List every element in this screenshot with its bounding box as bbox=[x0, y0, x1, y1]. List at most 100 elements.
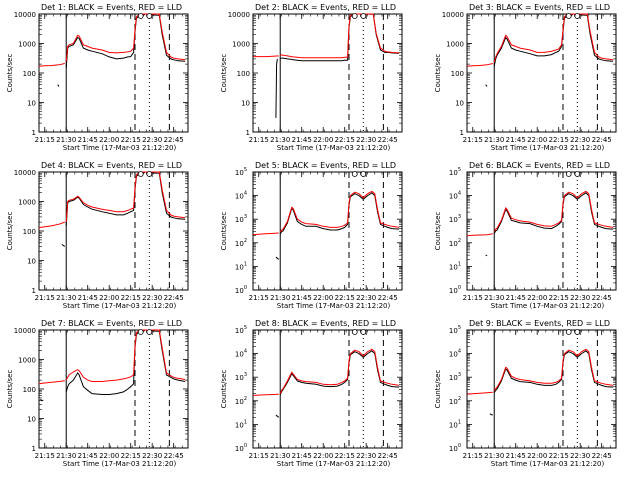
series-events-line bbox=[275, 256, 280, 260]
series-lld-line bbox=[253, 55, 279, 58]
y-tick-label: 100 bbox=[23, 386, 36, 394]
x-tick-label: 21:30 bbox=[56, 294, 76, 302]
plot-frame bbox=[466, 13, 617, 133]
peak-marker-circle bbox=[565, 171, 572, 177]
x-tick-label: 22:45 bbox=[164, 452, 184, 460]
y-tick-label: 10000 bbox=[228, 11, 250, 19]
x-tick-label: 22:45 bbox=[164, 136, 184, 144]
x-tick-label: 21:30 bbox=[56, 136, 76, 144]
x-axis-label: Start Time (17-Mar-03 21:12:20) bbox=[277, 144, 391, 152]
series-lld-line bbox=[38, 380, 65, 385]
x-tick-label: 22:00 bbox=[99, 136, 119, 144]
x-tick-label: 21:15 bbox=[249, 452, 269, 460]
y-tick-label: 105 bbox=[235, 167, 247, 177]
y-tick-label: 10000 bbox=[442, 11, 464, 19]
x-tick-label: 22:15 bbox=[121, 294, 141, 302]
x-tick-label: 22:30 bbox=[142, 136, 162, 144]
detector-panel-9: Det 9: BLACK = Events, RED = LLD 100 101 10… bbox=[434, 319, 617, 468]
y-tick-label: 102 bbox=[235, 238, 247, 248]
plot-frame bbox=[466, 329, 617, 449]
x-tick-label: 21:30 bbox=[270, 294, 290, 302]
series-lld-line bbox=[252, 232, 279, 236]
x-axis-label: Start Time (17-Mar-03 21:12:20) bbox=[491, 302, 605, 310]
x-tick-label: 22:30 bbox=[570, 294, 590, 302]
detector-panel-1: Det 1: BLACK = Events, RED = LLD 1 10 100 10… bbox=[6, 3, 189, 152]
series-events-line bbox=[40, 398, 44, 402]
series-lld-line bbox=[279, 190, 400, 233]
series-lld-line bbox=[493, 348, 614, 392]
y-tick-label: 102 bbox=[449, 396, 461, 406]
x-tick-label: 22:15 bbox=[335, 136, 355, 144]
y-tick-label: 1000 bbox=[18, 199, 36, 207]
y-axis-label: Counts/sec bbox=[6, 54, 14, 93]
x-tick-label: 21:45 bbox=[506, 294, 526, 302]
y-axis-label: Counts/sec bbox=[220, 212, 228, 251]
peak-marker-circle bbox=[351, 171, 358, 177]
series-events-line bbox=[485, 254, 488, 257]
x-tick-label: 22:00 bbox=[527, 294, 547, 302]
x-tick-label: 22:45 bbox=[378, 452, 398, 460]
panel-title: Det 4: BLACK = Events, RED = LLD bbox=[41, 161, 182, 170]
x-tick-label: 21:15 bbox=[35, 294, 55, 302]
x-tick-label: 21:15 bbox=[463, 294, 483, 302]
y-axis-label: Counts/sec bbox=[434, 54, 442, 93]
peak-marker-circle bbox=[565, 13, 572, 19]
x-tick-label: 22:00 bbox=[99, 294, 119, 302]
y-tick-label: 103 bbox=[235, 372, 247, 382]
plot-frame bbox=[38, 329, 189, 449]
x-tick-label: 22:30 bbox=[356, 136, 376, 144]
y-tick-label: 105 bbox=[449, 167, 461, 177]
series-events-line bbox=[57, 84, 60, 87]
panel-title: Det 6: BLACK = Events, RED = LLD bbox=[469, 161, 610, 170]
plot-frame bbox=[38, 13, 189, 133]
y-tick-label: 105 bbox=[235, 325, 247, 335]
y-tick-label: 1000 bbox=[232, 41, 250, 49]
x-axis-label: Start Time (17-Mar-03 21:12:20) bbox=[277, 460, 391, 468]
y-tick-label: 100 bbox=[235, 285, 247, 295]
x-tick-label: 22:30 bbox=[570, 136, 590, 144]
y-tick-label: 1 bbox=[32, 445, 36, 453]
series-events-line bbox=[279, 350, 400, 396]
y-tick-label: 1 bbox=[246, 129, 250, 137]
y-axis-label: Counts/sec bbox=[6, 212, 14, 251]
x-axis-label: Start Time (17-Mar-03 21:12:20) bbox=[491, 460, 605, 468]
x-tick-label: 21:30 bbox=[484, 136, 504, 144]
y-tick-label: 101 bbox=[235, 419, 247, 429]
panel-title: Det 7: BLACK = Events, RED = LLD bbox=[41, 319, 182, 328]
y-axis-label: Counts/sec bbox=[6, 370, 14, 409]
y-tick-label: 100 bbox=[23, 228, 36, 236]
y-tick-label: 10000 bbox=[14, 11, 36, 19]
series-lld-line bbox=[65, 171, 186, 223]
series-lld-line bbox=[466, 63, 493, 67]
x-tick-label: 21:45 bbox=[506, 136, 526, 144]
x-tick-label: 22:15 bbox=[335, 294, 355, 302]
panel-title: Det 2: BLACK = Events, RED = LLD bbox=[255, 3, 396, 12]
y-tick-label: 104 bbox=[235, 349, 247, 359]
x-tick-label: 22:15 bbox=[549, 294, 569, 302]
x-tick-label: 22:00 bbox=[313, 294, 333, 302]
detector-panel-7: Det 7: BLACK = Events, RED = LLD 1 10 100 10… bbox=[6, 319, 189, 468]
series-events-line bbox=[65, 171, 186, 226]
series-events-line bbox=[485, 84, 488, 87]
y-tick-label: 103 bbox=[449, 214, 461, 224]
y-tick-label: 10 bbox=[241, 100, 250, 108]
series-events-line bbox=[493, 192, 614, 234]
detector-panel-5: Det 5: BLACK = Events, RED = LLD 100 101 10… bbox=[220, 161, 403, 310]
plot-frame bbox=[252, 329, 403, 449]
y-tick-label: 10000 bbox=[14, 169, 36, 177]
panel-title: Det 9: BLACK = Events, RED = LLD bbox=[469, 319, 610, 328]
peak-marker-circle bbox=[360, 171, 367, 177]
y-axis-label: Counts/sec bbox=[220, 370, 228, 409]
y-tick-label: 104 bbox=[235, 191, 247, 201]
detector-panel-2: Det 2: BLACK = Events, RED = LLD 1 10 100 10… bbox=[220, 3, 403, 152]
y-tick-label: 1 bbox=[460, 129, 464, 137]
y-tick-label: 100 bbox=[235, 443, 247, 453]
series-events-line bbox=[275, 414, 280, 418]
x-axis-label: Start Time (17-Mar-03 21:12:20) bbox=[491, 144, 605, 152]
x-tick-label: 22:45 bbox=[592, 136, 612, 144]
series-lld-line bbox=[279, 348, 400, 394]
y-tick-label: 100 bbox=[449, 443, 461, 453]
x-tick-label: 22:45 bbox=[378, 136, 398, 144]
series-events-line bbox=[489, 413, 493, 416]
